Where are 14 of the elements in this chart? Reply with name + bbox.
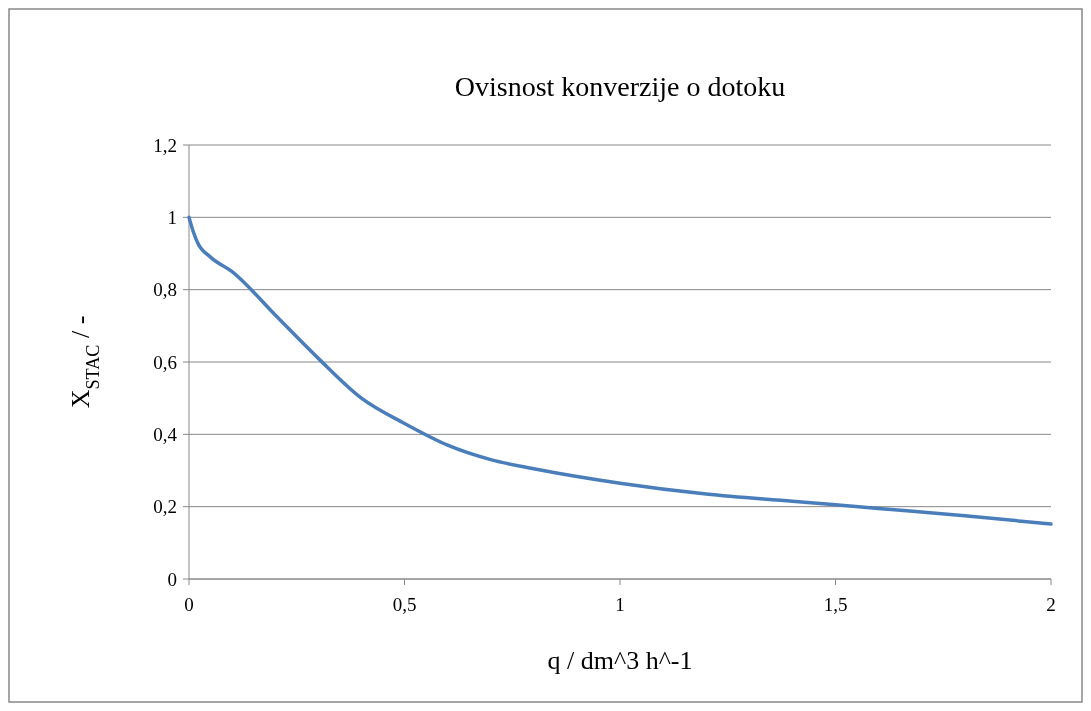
x-tick-label: 0,5: [392, 594, 417, 615]
y-tick-label: 0,4: [153, 423, 178, 445]
y-tick-label: 1,2: [153, 134, 177, 156]
y-tick-label: 0,2: [153, 496, 177, 518]
x-tick-label: 1: [615, 594, 625, 615]
y-tick-label: 1: [167, 206, 177, 228]
chart-title: Ovisnost konverzije o dotoku: [454, 71, 786, 102]
x-tick-label: 1,5: [823, 594, 848, 615]
y-tick-label: 0,6: [153, 351, 177, 373]
x-axis-title: q / dm^3 h^-1: [547, 646, 693, 675]
x-tick-label: 0: [184, 594, 194, 615]
x-tick-label: 2: [1046, 594, 1056, 615]
y-tick-label: 0: [167, 568, 177, 590]
y-tick-label: 0,8: [153, 279, 177, 301]
